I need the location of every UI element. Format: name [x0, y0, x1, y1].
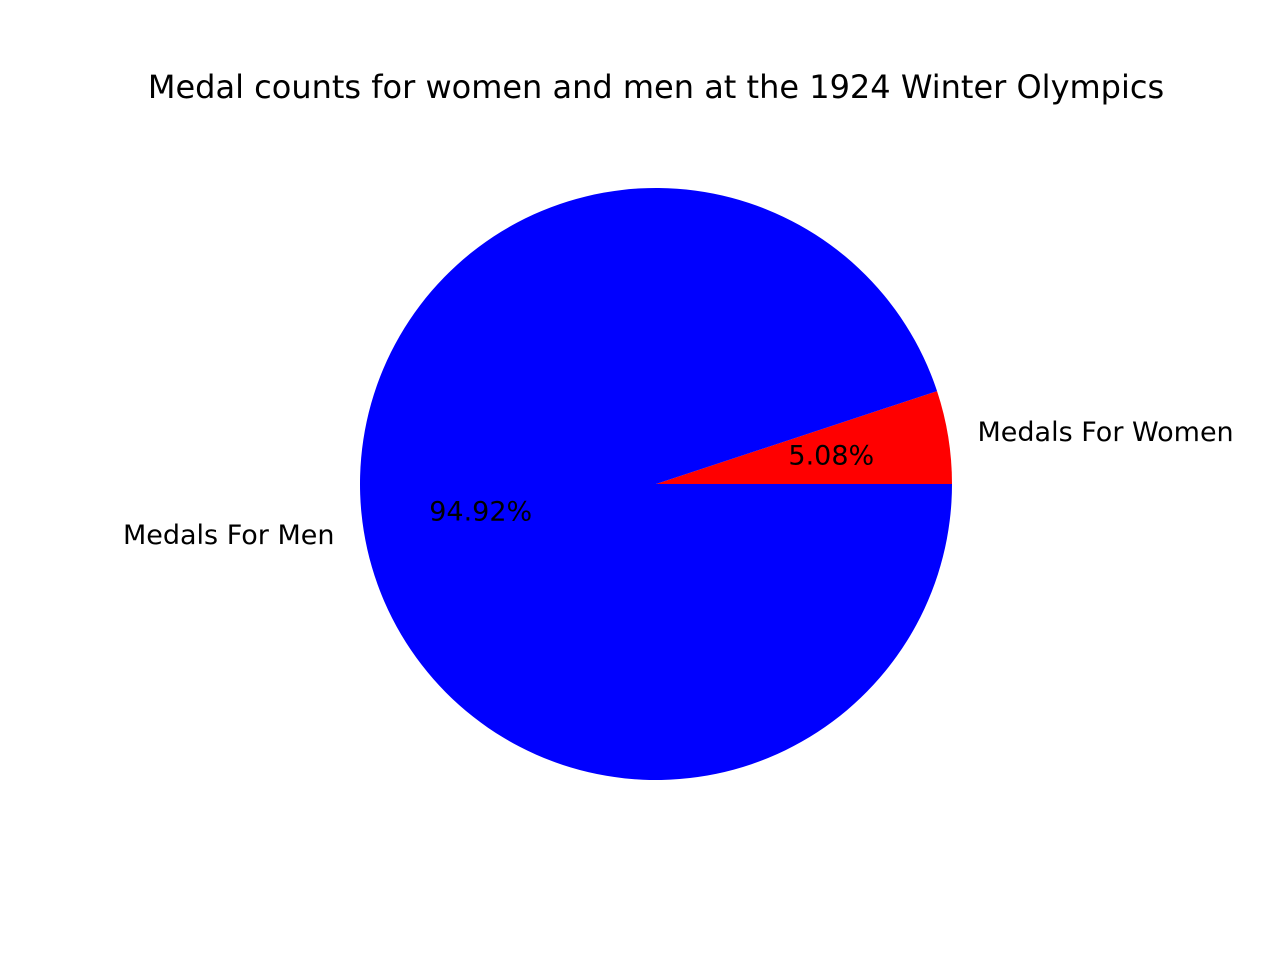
pct-label-medals-for-men: 94.92% [429, 497, 532, 528]
pie-slices [359, 188, 952, 781]
chart-title: Medal counts for women and men at the 19… [148, 68, 1164, 106]
pie-labels: Medals For Women 5.08% Medals For Men 94.92… [123, 417, 1234, 551]
pie-slice-medals-for-women [656, 391, 952, 484]
pie-slice-medals-for-men [359, 188, 952, 781]
slice-label-medals-for-men: Medals For Men [123, 520, 335, 551]
pct-label-medals-for-women: 5.08% [788, 440, 874, 471]
slice-label-medals-for-women: Medals For Women [978, 417, 1234, 448]
